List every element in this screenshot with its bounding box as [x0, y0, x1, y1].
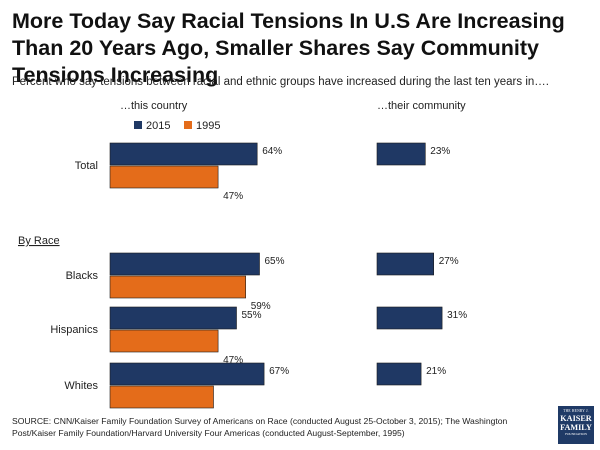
- category-label-total: Total: [75, 160, 98, 172]
- chart-title: More Today Say Racial Tensions In U.S Ar…: [12, 9, 565, 87]
- bar-their-community-2015-hispanics: [376, 306, 443, 330]
- data-label-this-country-2015-total: 64%: [262, 146, 282, 157]
- logo-line-1: KAISER: [560, 414, 592, 423]
- data-label-their-community-2015-blacks: 27%: [439, 256, 459, 267]
- data-label-this-country-2015-hispanics: 55%: [242, 310, 262, 321]
- bar-this-country-1995-blacks: [109, 275, 246, 299]
- legend-swatch-1995: [184, 121, 192, 129]
- chart-subtitle: Percent who say tensions between racial …: [12, 76, 549, 88]
- data-label-this-country-1995-blacks: 59%: [251, 301, 271, 312]
- group-label-by-race: By Race: [18, 235, 60, 247]
- bar-this-country-2015-total: [109, 142, 258, 166]
- kaiser-family-foundation-logo: THE HENRY J. KAISER FAMILY FOUNDATION: [558, 406, 594, 444]
- data-label-their-community-2015-total: 23%: [430, 146, 450, 157]
- bar-this-country-2015-hispanics: [109, 306, 237, 330]
- data-label-their-community-2015-hispanics: 31%: [447, 310, 467, 321]
- category-label-whites: Whites: [64, 380, 98, 392]
- bar-this-country-1995-whites: [109, 385, 214, 409]
- logo-top-text: THE HENRY J.: [563, 409, 589, 413]
- legend-swatch-2015: [134, 121, 142, 129]
- bar-this-country-2015-whites: [109, 362, 265, 386]
- bar-their-community-2015-whites: [376, 362, 422, 386]
- panel-title-their-community: …their community: [377, 100, 466, 112]
- logo-line-2: FAMILY: [560, 423, 592, 432]
- bar-this-country-1995-total: [109, 165, 219, 189]
- logo-bottom-text: FOUNDATION: [565, 432, 587, 436]
- source-note: SOURCE: CNN/Kaiser Family Foundation Sur…: [12, 416, 508, 438]
- data-label-this-country-2015-whites: 67%: [269, 366, 289, 377]
- bar-this-country-1995-hispanics: [109, 329, 219, 353]
- data-label-this-country-1995-total: 47%: [223, 191, 243, 202]
- data-label-this-country-2015-blacks: 65%: [265, 256, 285, 267]
- panel-title-this-country: …this country: [120, 100, 188, 112]
- bar-chart: …this country …their community 2015 1995 By …: [18, 100, 467, 409]
- bar-their-community-2015-blacks: [376, 252, 435, 276]
- bar-this-country-2015-blacks: [109, 252, 260, 276]
- data-label-this-country-1995-hispanics: 47%: [223, 355, 243, 366]
- bar-their-community-2015-total: [376, 142, 426, 166]
- category-label-blacks: Blacks: [66, 270, 99, 282]
- legend-label-2015: 2015: [146, 120, 170, 132]
- data-label-their-community-2015-whites: 21%: [426, 366, 446, 377]
- legend-label-1995: 1995: [196, 120, 220, 132]
- category-label-hispanics: Hispanics: [50, 324, 98, 336]
